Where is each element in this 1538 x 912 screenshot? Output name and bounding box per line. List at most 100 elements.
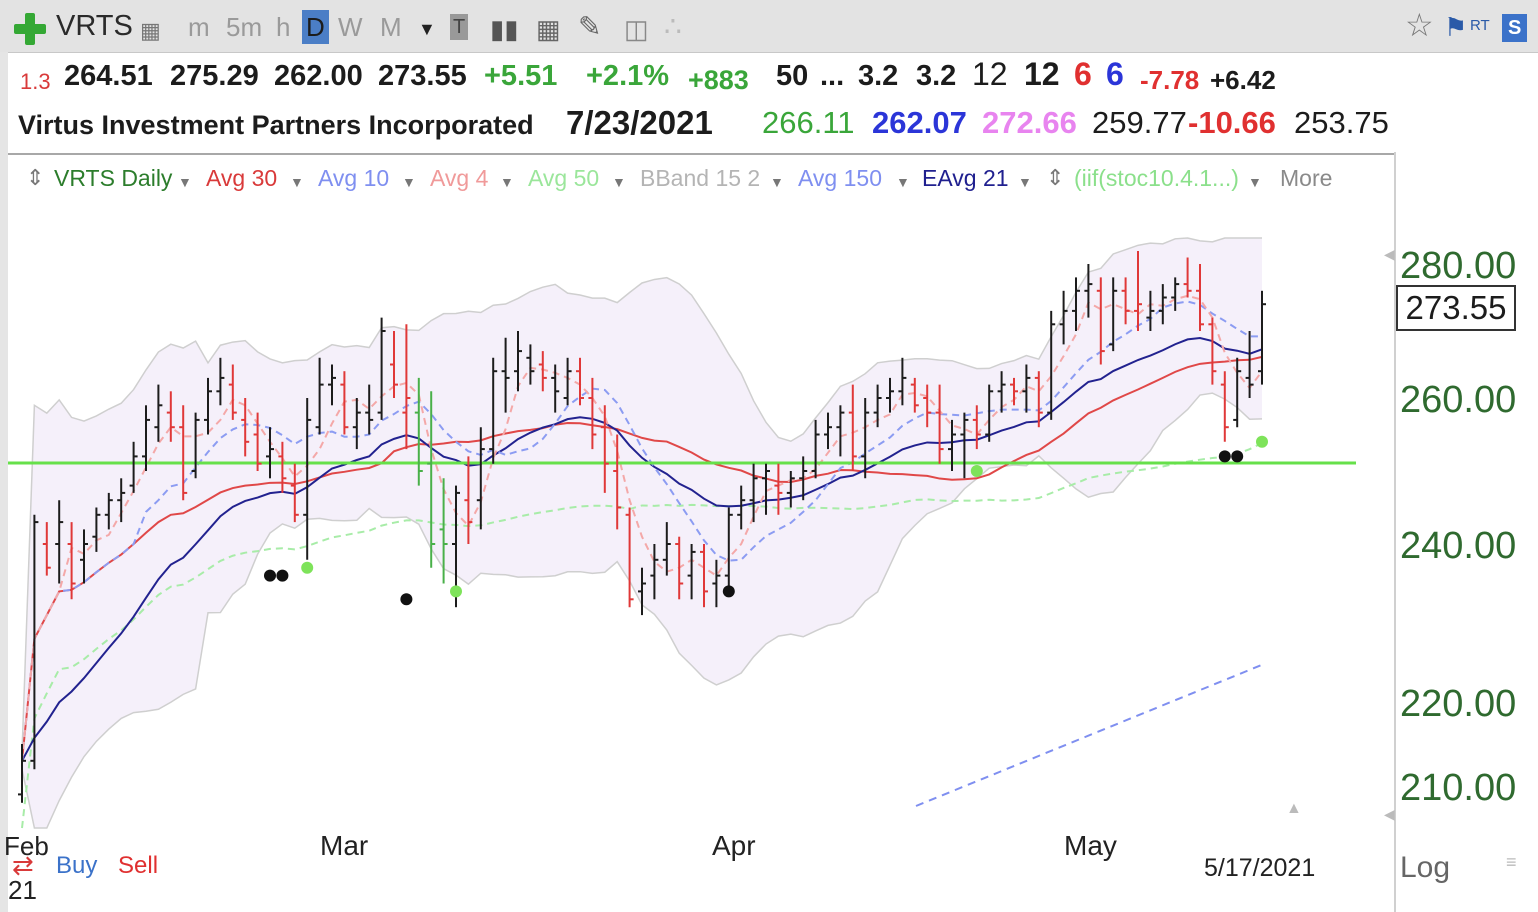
ohlc-bar [538,351,547,392]
green-signal-dot [1256,435,1268,448]
legend-item-eavg21[interactable]: EAvg 21 [922,165,1009,191]
updown-icon[interactable]: ⇕ [26,165,45,190]
avg30-line [21,355,1263,761]
chevron-down-icon[interactable]: ▼ [1018,174,1032,190]
ohlc-bar [1171,277,1180,311]
ohlc-bar [42,522,51,576]
ohlc-bar [1258,290,1266,385]
chevron-down-icon[interactable]: ▼ [290,174,304,190]
ohlc-bar [786,471,795,508]
avg4-line [21,294,1263,761]
menu-icon[interactable]: ≡ [1506,852,1517,872]
ohlc-bar [414,377,423,486]
chevron-down-icon[interactable]: ▼ [612,174,626,190]
ohlc-bar [749,463,758,523]
ohlc-bar [1183,257,1192,298]
legend-item-avg10[interactable]: Avg 10 [318,165,390,191]
ohlc-bar [687,544,696,600]
ohlc-bar [1245,331,1254,398]
timeframe-5min[interactable]: 5m [226,12,263,42]
star-icon[interactable]: ☆ [1405,7,1434,43]
ohlc-bar [129,441,138,493]
ohlc-bar [1096,277,1105,365]
green-signal-dot [970,465,983,477]
ohlc-bar [910,377,919,413]
ohlc-bar [1196,264,1204,331]
ohlc-bar [563,357,572,406]
avg150-line [915,663,1265,807]
scroll-up-icon[interactable]: ▲ [1286,800,1302,817]
log-toggle[interactable]: Log [1400,851,1451,884]
legend-item-stoc[interactable]: (iif(stoc10.4.1...) [1074,165,1239,191]
ohlc-bar [737,485,746,530]
ohlc-bar [179,405,188,501]
bband-lower [21,392,1263,829]
ohlc-bar [948,419,956,471]
chevron-down-icon[interactable]: ▼ [896,174,910,190]
rt-label[interactable]: RT [1470,17,1490,34]
black-signal-dot [722,585,735,598]
updown-icon[interactable]: ⇕ [1046,165,1065,190]
ohlc-bar [935,384,944,464]
quote-close: 273.55 [378,60,467,92]
quote-change-pct: +2.1% [586,60,670,92]
ohlc-bar [439,478,448,584]
ohlc-bar [377,317,386,420]
ohlc-bar [886,377,894,413]
text-icon[interactable]: T [450,14,469,40]
quote-v50: 50 [776,60,809,92]
chevron-down-icon[interactable]: ▼ [500,174,514,190]
ohlc-bar [898,357,907,406]
dots-icon[interactable]: ∴ [664,11,682,42]
flag-icon[interactable]: ⚑ [1444,12,1468,42]
pencil-icon[interactable]: ✎ [578,11,602,42]
timeframe-monthly[interactable]: M [380,12,402,42]
ohlc-bar [1220,371,1229,442]
eraser-icon[interactable]: ◫ [624,14,649,44]
add-icon[interactable] [14,13,46,45]
timeframe-hour[interactable]: h [276,12,291,42]
quote-v6: 6 [1106,56,1124,92]
legend-item-avg150[interactable]: Avg 150 [798,165,882,191]
ohlc-bar [204,377,212,435]
buy-button[interactable]: Buy [56,852,98,879]
legend-item-avg50[interactable]: Avg 50 [528,165,600,191]
chevron-down-icon[interactable]: ▼ [1248,174,1262,190]
green-signal-dot [301,561,314,574]
info-p1: 266.11 [762,105,855,140]
scale-left-icon[interactable]: ◀ [1384,806,1395,822]
scale-left-icon[interactable]: ◀ [1384,246,1395,262]
s-button[interactable]: S [1502,14,1528,42]
ohlc-bar [700,544,708,608]
legend-item-avg30[interactable]: Avg 30 [206,165,278,191]
ohlc-bar [1010,377,1018,406]
ohlc-bar [80,529,88,584]
grid-icon[interactable]: ▦ [536,14,561,44]
chevron-down-icon[interactable]: ▼ [770,174,784,190]
ohlc-bar [799,456,808,501]
timeframe-weekly[interactable]: W [338,12,363,42]
symbol-label[interactable]: VRTS [56,10,133,42]
ohlc-bar [104,492,113,530]
timeframe-daily[interactable]: D [302,10,329,44]
legend-more[interactable]: More [1280,165,1333,191]
ohlc-bar [166,391,175,442]
cash-icon[interactable]: ▦ [140,18,161,43]
ohlc-bar [1121,277,1130,325]
timeframe-minute[interactable]: m [188,12,210,42]
buy-sell-icon[interactable]: ⇄ [12,850,34,880]
legend-item-vrts-daily[interactable]: VRTS Daily [54,165,173,191]
legend-item-bband[interactable]: BBand 15 2 [640,165,761,191]
chevron-down-icon[interactable]: ▼ [178,174,192,190]
dropdown-icon[interactable]: ▼ [418,19,436,39]
x-label-may: May [1064,830,1117,861]
ohlc-bar [774,463,783,515]
legend-item-avg4[interactable]: Avg 4 [430,165,489,191]
bar-chart-icon[interactable]: ▮▮ [490,14,519,44]
chevron-down-icon[interactable]: ▼ [402,174,416,190]
ohlc-bar [1047,310,1056,420]
ohlc-bar [972,405,981,450]
ohlc-bar [1022,364,1031,413]
quote-row: 1.3 264.51 275.29 262.00 273.55 +5.51 +2… [0,56,1538,100]
sell-button[interactable]: Sell [118,852,159,879]
